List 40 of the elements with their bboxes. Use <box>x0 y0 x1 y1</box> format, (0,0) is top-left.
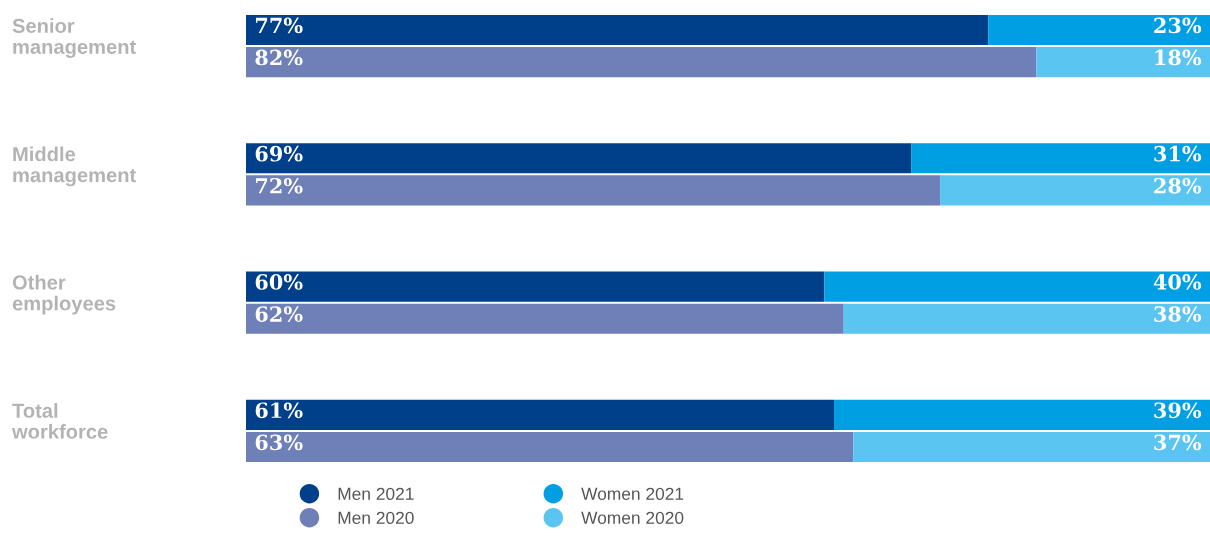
data-label: 61% <box>255 402 303 419</box>
legend-label: Women 2020 <box>581 511 684 524</box>
bar <box>940 175 1210 206</box>
data-label: 77% <box>255 17 303 34</box>
bar <box>246 399 835 430</box>
bar <box>834 399 1210 430</box>
bar <box>246 143 912 174</box>
bar <box>246 47 1037 78</box>
data-label: 23% <box>1154 17 1202 34</box>
bar <box>246 271 825 302</box>
data-label: 82% <box>255 49 303 66</box>
data-label: 39% <box>1154 402 1202 419</box>
data-label: 60% <box>255 274 303 290</box>
y-tick-label: Other employees <box>12 274 116 315</box>
data-label: 28% <box>1154 177 1202 194</box>
data-label: 72% <box>255 177 303 194</box>
data-label: 62% <box>255 306 303 322</box>
data-label: 37% <box>1154 434 1202 451</box>
data-label: 63% <box>255 434 303 451</box>
y-tick-label: Senior management <box>12 18 136 59</box>
data-label: 18% <box>1155 49 1202 66</box>
bar <box>246 303 844 334</box>
bar <box>843 303 1210 334</box>
legend-label: Men 2020 <box>338 511 414 524</box>
data-label: 40% <box>1153 274 1202 290</box>
bar <box>824 271 1210 302</box>
bar <box>246 175 941 206</box>
y-tick-label: Middle management <box>13 146 136 187</box>
bar <box>988 15 1210 46</box>
data-label: 69% <box>255 145 303 162</box>
y-tick-label: Total workforce <box>11 403 108 439</box>
legend-label: Men 2021 <box>338 487 414 500</box>
bar <box>853 431 1210 462</box>
data-label: 38% <box>1154 306 1202 322</box>
bar <box>1036 47 1210 78</box>
bar <box>911 143 1210 174</box>
bar <box>246 431 854 462</box>
data-label: 31% <box>1154 145 1202 162</box>
legend-label: Women 2021 <box>581 487 684 500</box>
bar <box>246 15 989 46</box>
